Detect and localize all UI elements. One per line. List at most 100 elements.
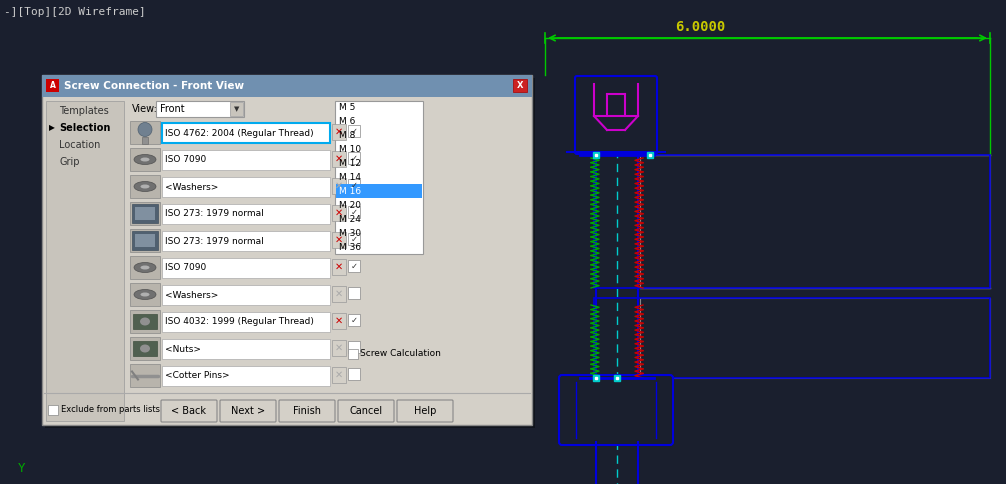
Bar xyxy=(130,148,160,171)
Ellipse shape xyxy=(134,262,156,272)
Text: M 10: M 10 xyxy=(339,145,361,154)
Text: M 24: M 24 xyxy=(339,215,361,224)
Text: ✕: ✕ xyxy=(335,235,343,245)
Bar xyxy=(46,79,59,92)
Ellipse shape xyxy=(141,157,150,162)
Bar xyxy=(162,150,330,170)
Bar xyxy=(42,75,532,97)
Bar xyxy=(135,234,155,247)
Bar xyxy=(348,179,360,191)
Bar xyxy=(162,177,330,197)
Text: ISO 273: 1979 normal: ISO 273: 1979 normal xyxy=(165,237,264,245)
Text: ✓: ✓ xyxy=(350,208,357,216)
Text: M 30: M 30 xyxy=(339,228,361,238)
Bar xyxy=(348,314,360,326)
Text: View:: View: xyxy=(132,104,158,114)
Text: Help: Help xyxy=(413,406,437,416)
Ellipse shape xyxy=(134,182,156,192)
FancyBboxPatch shape xyxy=(279,400,335,422)
Text: ✕: ✕ xyxy=(335,370,343,380)
Bar xyxy=(640,155,990,288)
Text: A: A xyxy=(49,81,55,90)
Text: ISO 7090: ISO 7090 xyxy=(165,155,206,165)
Text: Screw Connection - Front View: Screw Connection - Front View xyxy=(64,81,244,91)
Bar xyxy=(133,341,157,356)
Bar xyxy=(162,285,330,305)
Text: 6.0000: 6.0000 xyxy=(675,20,725,34)
Bar xyxy=(336,184,422,198)
Bar xyxy=(348,206,360,218)
Bar xyxy=(142,136,148,143)
Bar xyxy=(332,205,346,221)
Text: ✓: ✓ xyxy=(350,235,357,243)
Bar xyxy=(45,78,535,428)
Bar xyxy=(133,314,157,329)
Bar xyxy=(348,152,360,164)
Text: M 36: M 36 xyxy=(339,242,361,252)
Bar xyxy=(130,364,160,387)
Bar xyxy=(332,232,346,248)
Bar xyxy=(130,121,160,144)
Text: ✓: ✓ xyxy=(350,316,357,324)
Text: ISO 273: 1979 normal: ISO 273: 1979 normal xyxy=(165,210,264,218)
Bar xyxy=(332,259,346,275)
Ellipse shape xyxy=(134,154,156,165)
Text: ▼: ▼ xyxy=(233,106,239,112)
Bar xyxy=(42,75,532,425)
Text: M 12: M 12 xyxy=(339,159,361,168)
FancyBboxPatch shape xyxy=(559,375,673,445)
Text: ISO 4032: 1999 (Regular Thread): ISO 4032: 1999 (Regular Thread) xyxy=(165,318,314,327)
Circle shape xyxy=(138,122,152,136)
Bar xyxy=(332,178,346,194)
Bar xyxy=(130,256,160,279)
Text: Location: Location xyxy=(59,140,101,150)
Bar xyxy=(162,339,330,359)
Text: Selection: Selection xyxy=(59,123,111,133)
Text: M 8: M 8 xyxy=(339,131,355,140)
Text: <Washers>: <Washers> xyxy=(165,182,218,192)
Text: ✕: ✕ xyxy=(335,181,343,191)
Text: ISO 4762: 2004 (Regular Thread): ISO 4762: 2004 (Regular Thread) xyxy=(165,128,314,137)
Ellipse shape xyxy=(141,292,150,297)
Text: Exclude from parts lists: Exclude from parts lists xyxy=(61,406,160,414)
Text: -][Top][2D Wireframe]: -][Top][2D Wireframe] xyxy=(4,7,146,17)
Text: ✓: ✓ xyxy=(350,126,357,136)
Ellipse shape xyxy=(141,266,150,270)
Bar xyxy=(130,283,160,306)
Text: ✓: ✓ xyxy=(350,181,357,190)
Ellipse shape xyxy=(141,184,150,188)
Text: Grip: Grip xyxy=(59,157,79,167)
Text: ✕: ✕ xyxy=(335,262,343,272)
Text: Y: Y xyxy=(18,462,25,474)
Bar xyxy=(156,101,244,117)
Text: ✓: ✓ xyxy=(350,261,357,271)
FancyBboxPatch shape xyxy=(575,76,657,154)
Bar xyxy=(332,313,346,329)
Bar xyxy=(130,175,160,198)
Text: Front: Front xyxy=(160,104,185,114)
Bar xyxy=(132,204,158,223)
Bar xyxy=(348,341,360,353)
Bar xyxy=(135,207,155,220)
Ellipse shape xyxy=(140,345,150,352)
Bar xyxy=(130,310,160,333)
Text: M 16: M 16 xyxy=(339,187,361,196)
Bar xyxy=(130,337,160,360)
Text: ISO 7090: ISO 7090 xyxy=(165,263,206,272)
Bar xyxy=(132,231,158,250)
Bar xyxy=(594,298,990,378)
Bar xyxy=(162,366,330,386)
Bar xyxy=(348,349,358,359)
FancyBboxPatch shape xyxy=(397,400,453,422)
Text: <Cotter Pins>: <Cotter Pins> xyxy=(165,372,229,380)
Bar xyxy=(162,204,330,224)
Bar xyxy=(348,125,360,137)
Bar xyxy=(348,233,360,245)
Bar xyxy=(332,367,346,383)
Bar xyxy=(332,340,346,356)
Bar xyxy=(513,79,527,92)
Text: ▶: ▶ xyxy=(49,123,55,133)
Text: Screw Calculation: Screw Calculation xyxy=(360,349,441,359)
Text: X: X xyxy=(517,81,523,90)
Text: M 6: M 6 xyxy=(339,117,355,126)
